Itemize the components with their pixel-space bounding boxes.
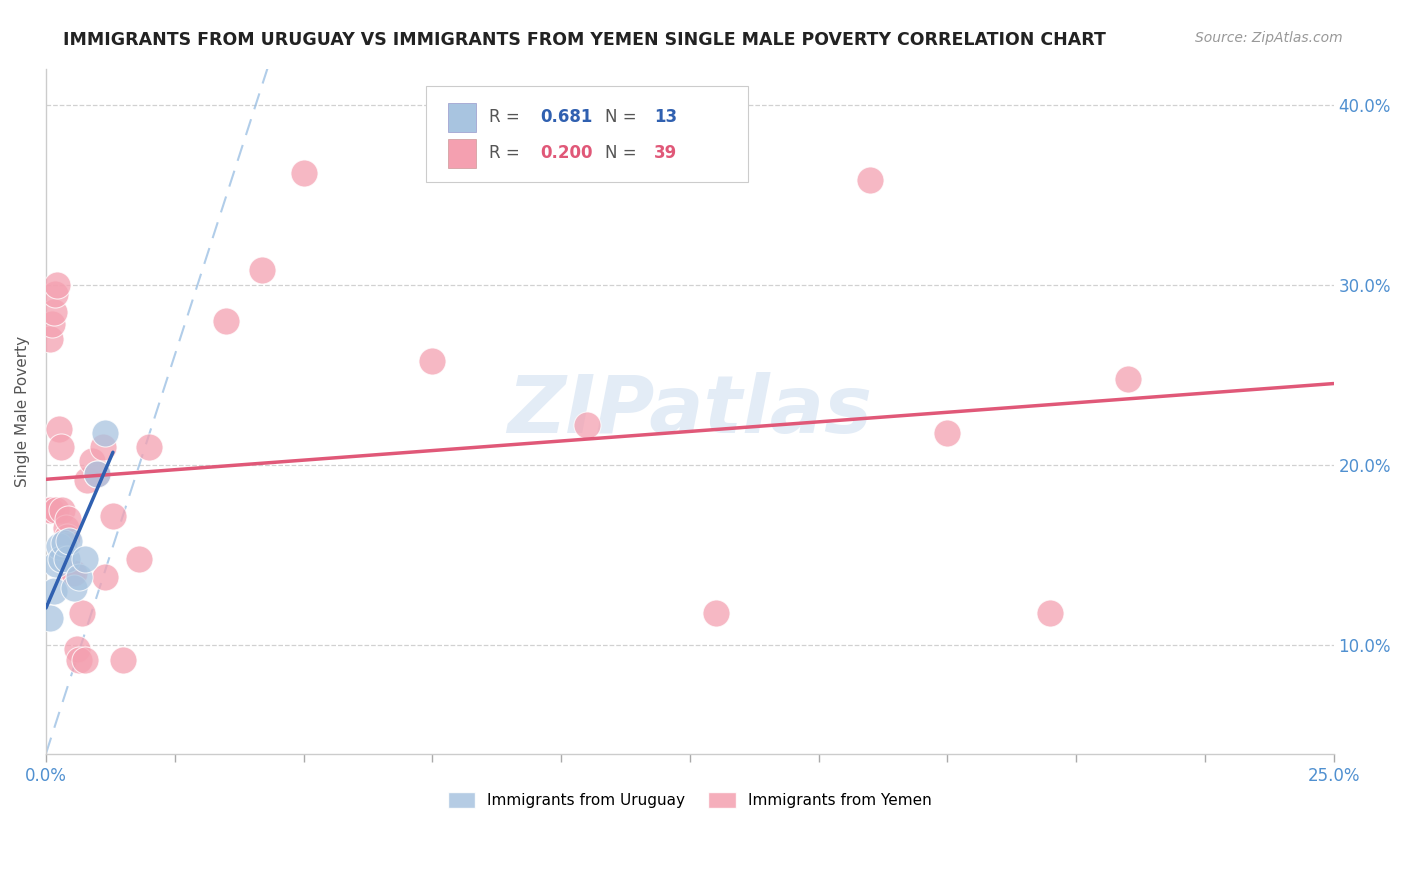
Point — [41, 318, 63, 332]
Point — [215, 314, 238, 328]
Point — [55, 551, 77, 566]
Point — [66, 642, 89, 657]
Point — [63, 581, 86, 595]
Text: R =: R = — [489, 145, 524, 162]
Point — [44, 286, 66, 301]
Text: N =: N = — [605, 145, 641, 162]
Text: IMMIGRANTS FROM URUGUAY VS IMMIGRANTS FROM YEMEN SINGLE MALE POVERTY CORRELATION: IMMIGRANTS FROM URUGUAY VS IMMIGRANTS FR… — [63, 31, 1107, 49]
FancyBboxPatch shape — [426, 86, 748, 182]
Point — [42, 305, 65, 319]
Point — [55, 530, 77, 544]
Point — [48, 539, 70, 553]
Point — [39, 332, 62, 346]
Text: N =: N = — [605, 108, 641, 126]
Point — [70, 606, 93, 620]
Point — [91, 440, 114, 454]
Point — [704, 606, 727, 620]
Text: 0.681: 0.681 — [540, 108, 593, 126]
Point — [51, 503, 73, 517]
Point — [39, 503, 62, 517]
Point — [53, 535, 76, 549]
Text: 0.200: 0.200 — [540, 145, 593, 162]
Text: R =: R = — [489, 108, 524, 126]
Text: 13: 13 — [654, 108, 676, 126]
Point — [82, 454, 104, 468]
Point — [575, 418, 598, 433]
Point — [1116, 371, 1139, 385]
Point — [45, 558, 67, 572]
Point — [420, 353, 443, 368]
Point — [58, 533, 80, 548]
Point — [128, 551, 150, 566]
Point — [936, 425, 959, 440]
Point — [46, 277, 69, 292]
Y-axis label: Single Male Poverty: Single Male Poverty — [15, 335, 30, 486]
Point — [86, 467, 108, 482]
Point — [69, 570, 91, 584]
Legend: Immigrants from Uruguay, Immigrants from Yemen: Immigrants from Uruguay, Immigrants from… — [441, 786, 938, 814]
Point — [101, 508, 124, 523]
Point — [69, 653, 91, 667]
FancyBboxPatch shape — [447, 103, 477, 131]
Text: Source: ZipAtlas.com: Source: ZipAtlas.com — [1195, 31, 1343, 45]
Point — [51, 440, 73, 454]
Point — [56, 512, 79, 526]
Point — [252, 263, 274, 277]
Point — [39, 611, 62, 625]
Point — [94, 570, 117, 584]
Point — [112, 653, 135, 667]
Point — [292, 166, 315, 180]
Point — [51, 551, 73, 566]
Text: 39: 39 — [654, 145, 678, 162]
Point — [138, 440, 160, 454]
Point — [42, 584, 65, 599]
Point — [60, 566, 83, 581]
Point — [38, 503, 60, 517]
Text: ZIPatlas: ZIPatlas — [508, 372, 872, 450]
Point — [859, 173, 882, 187]
Point — [55, 521, 77, 535]
Point — [73, 653, 96, 667]
FancyBboxPatch shape — [447, 139, 477, 168]
Point — [76, 473, 98, 487]
Point — [94, 425, 117, 440]
Point — [45, 503, 67, 517]
Point — [73, 551, 96, 566]
Point — [1039, 606, 1062, 620]
Point — [86, 467, 108, 482]
Point — [63, 566, 86, 581]
Point — [48, 422, 70, 436]
